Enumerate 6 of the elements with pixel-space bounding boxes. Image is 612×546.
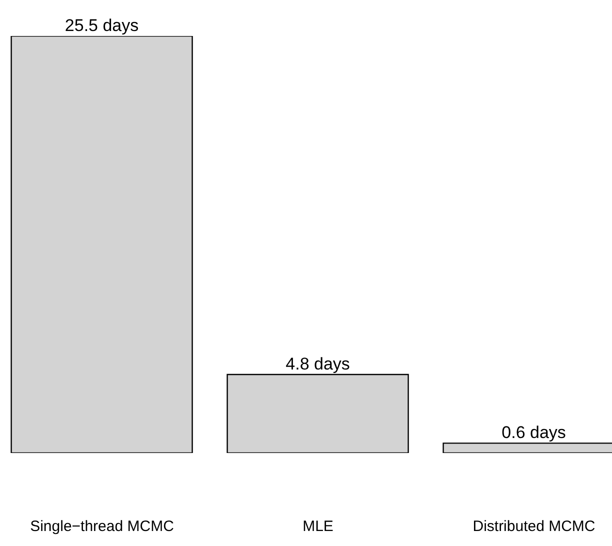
x-tick-label: MLE — [302, 518, 334, 535]
data-label: 0.6 days — [502, 423, 566, 442]
data-label: 25.5 days — [64, 16, 139, 35]
x-tick-label: Single−thread MCMC — [30, 518, 174, 535]
x-tick-label: Distributed MCMC — [472, 518, 596, 535]
data-label: 4.8 days — [286, 354, 350, 374]
